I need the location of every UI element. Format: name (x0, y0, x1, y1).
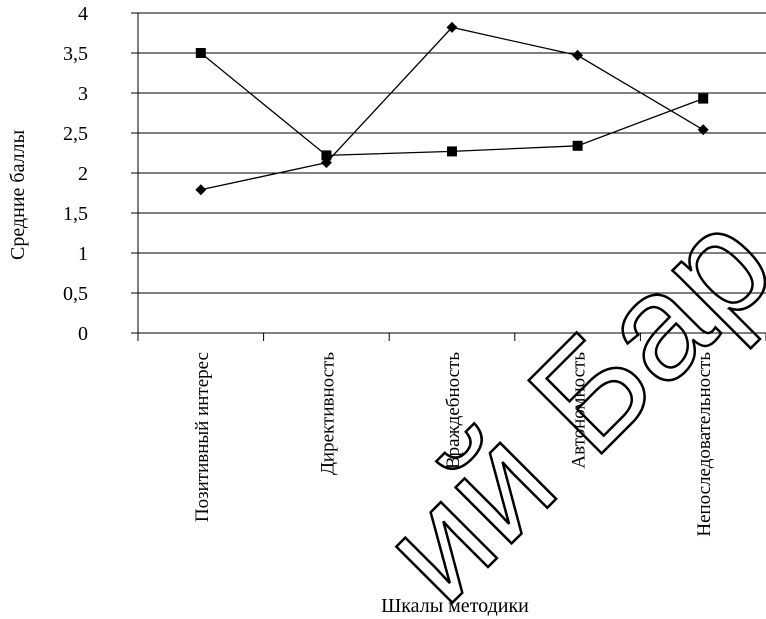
y-tick-label: 2 (78, 163, 88, 185)
y-tick-label: 0,5 (63, 283, 88, 305)
y-tick-label: 3 (78, 83, 88, 105)
y-tick-label: 4 (78, 3, 88, 25)
series-1 (195, 48, 709, 161)
data-point-square (447, 146, 457, 157)
data-point-diamond (572, 49, 584, 61)
x-category-label: Директивность (317, 352, 338, 475)
y-tick-label: 1 (78, 243, 88, 265)
y-axis-title: Средние баллы (7, 130, 29, 260)
x-category-label: Непоследовательность (694, 352, 715, 537)
data-point-square (195, 48, 206, 58)
data-point-diamond (697, 124, 709, 136)
data-point-square (321, 150, 332, 161)
labels: 0 0,5 1 1,5 2 2,5 3 3,5 4 Позитивный интерес Дирек… (63, 3, 715, 537)
x-axis-title: Шкалы методики (381, 595, 529, 617)
data-point-square (572, 140, 583, 151)
series-group (195, 21, 709, 196)
axes (131, 12, 766, 341)
gridlines (138, 12, 766, 294)
y-tick-label: 3,5 (63, 43, 88, 65)
data-point-diamond (446, 21, 458, 33)
x-category-label: Автономность (569, 352, 590, 469)
series-line (200, 52, 704, 157)
y-tick-label: 2,5 (63, 123, 88, 145)
y-tick-label: 0 (78, 323, 88, 345)
series-2 (195, 21, 709, 196)
y-tick-label: 1,5 (63, 203, 88, 225)
x-category-label: Позитивный интерес (192, 352, 213, 522)
data-point-square (698, 93, 709, 104)
data-point-diamond (195, 184, 207, 196)
series-line (200, 26, 704, 191)
data-point-diamond (320, 157, 332, 169)
x-category-label: Враждебность (443, 352, 464, 469)
